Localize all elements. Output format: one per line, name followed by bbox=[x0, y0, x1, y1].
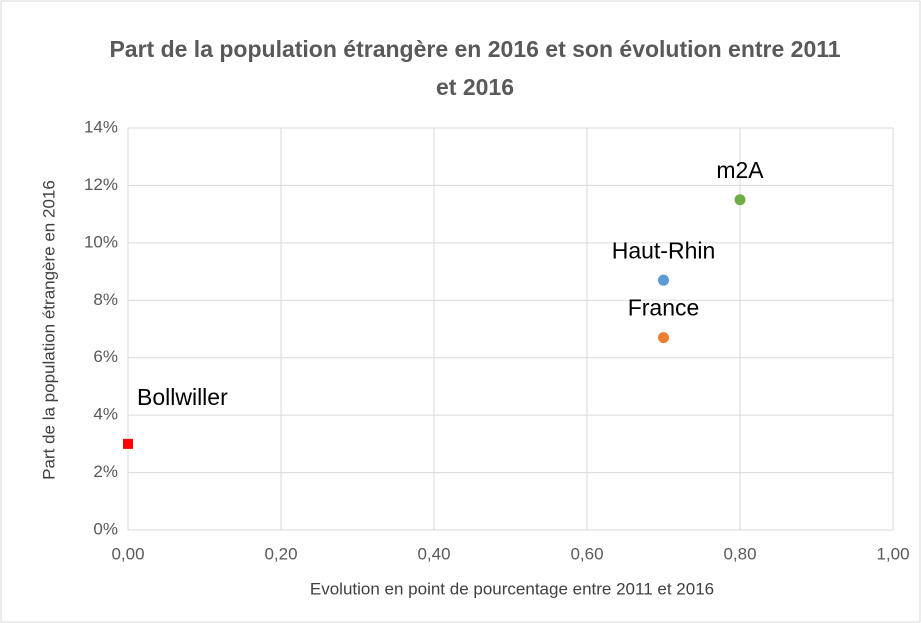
point-label: m2A bbox=[716, 157, 764, 183]
y-tick-label: 8% bbox=[93, 290, 118, 309]
x-tick-label: 0,20 bbox=[264, 544, 297, 563]
chart-title: Part de la population étrangère en 2016 … bbox=[109, 36, 841, 100]
y-tick-label: 0% bbox=[93, 519, 118, 538]
y-tick-label: 4% bbox=[93, 405, 118, 424]
point-label: Haut-Rhin bbox=[612, 237, 716, 263]
point bbox=[123, 438, 133, 449]
point-label: France bbox=[628, 295, 700, 321]
y-tick-label: 10% bbox=[84, 232, 118, 251]
x-tick-label: 0,00 bbox=[111, 544, 144, 563]
x-tick-label: 1,00 bbox=[876, 544, 909, 563]
point bbox=[658, 274, 669, 286]
x-tick-label: 0,60 bbox=[570, 544, 603, 563]
y-tick-label: 2% bbox=[93, 462, 118, 481]
y-tick-label: 12% bbox=[84, 175, 118, 194]
point bbox=[734, 194, 746, 206]
y-tick-label: 6% bbox=[93, 347, 118, 366]
point-label: Bollwiller bbox=[137, 384, 228, 410]
x-tick-label: 0,80 bbox=[723, 544, 756, 563]
point bbox=[658, 332, 669, 344]
y-axis-title: Part de la population étrangère en 2016 bbox=[39, 180, 58, 480]
x-axis-title: Evolution en point de pourcentage entre … bbox=[310, 579, 714, 598]
x-tick-label: 0,40 bbox=[417, 544, 450, 563]
y-tick-label: 14% bbox=[84, 117, 118, 136]
